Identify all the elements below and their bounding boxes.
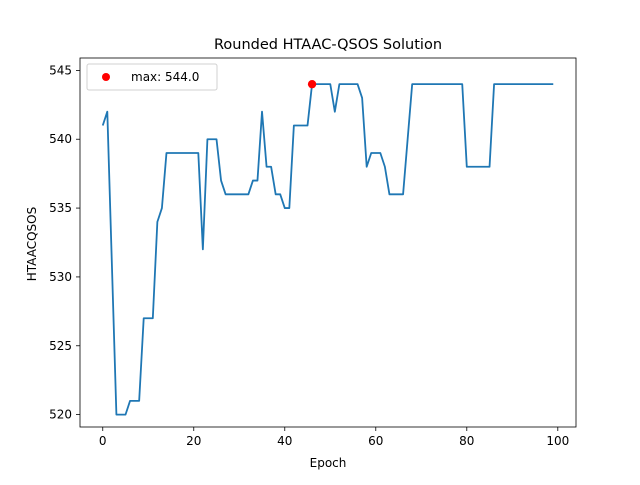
x-tick-label: 20 [186,434,201,448]
legend-max-label: max: 544.0 [131,70,199,84]
y-tick-label: 530 [49,270,72,284]
plot-area: 0 20 40 60 80 100 520 525 530 535 540 545 [49,57,577,448]
x-axis-title: Epoch [310,456,347,470]
y-tick-label: 525 [49,339,72,353]
y-axis-title: HTAACQSOS [25,207,39,281]
axes-frame [79,57,577,428]
x-tick-label: 100 [546,434,569,448]
x-tick-label: 40 [277,434,292,448]
legend-max-marker [102,73,110,81]
y-tick-label: 540 [49,132,72,146]
htaacqsos-series-line [101,83,554,416]
x-tick-label: 0 [99,434,107,448]
legend-frame [86,63,218,91]
x-tick-label: 80 [459,434,474,448]
y-tick-label: 520 [49,408,72,422]
y-tick-label: 535 [49,201,72,215]
legend: max: 544.0 [86,63,218,91]
chart-title: Rounded HTAAC-QSOS Solution [214,37,442,53]
max-point-marker [307,79,317,89]
y-tick-label: 545 [49,63,72,77]
x-tick-label: 60 [368,434,383,448]
